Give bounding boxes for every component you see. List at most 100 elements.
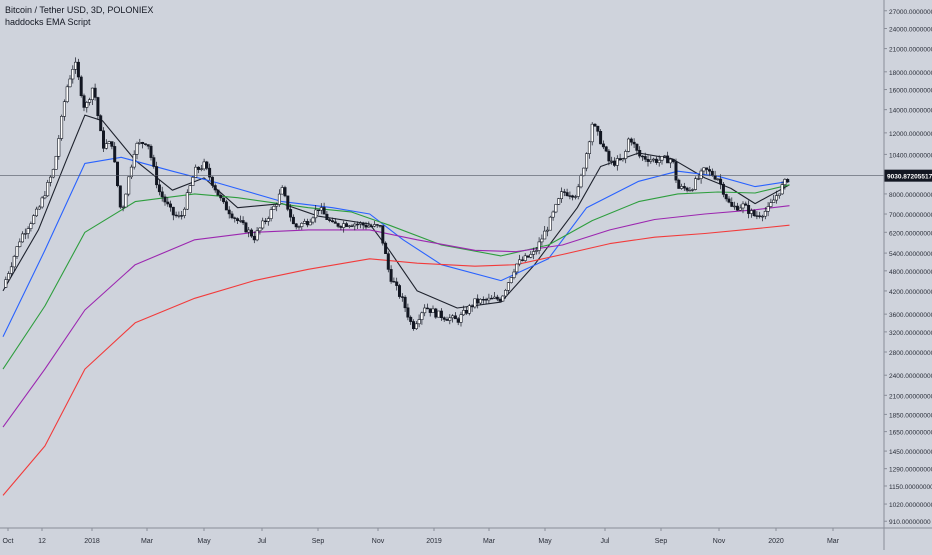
symbol-label[interactable]: Bitcoin / Tether USD, 3D, POLONIEX	[5, 5, 154, 15]
candle-body-204	[573, 196, 577, 198]
candle-108	[305, 218, 309, 228]
candle-body-150	[423, 307, 427, 314]
candle-body-248	[696, 178, 700, 180]
candle-213	[599, 129, 603, 145]
candle-body-56	[160, 191, 164, 198]
candle-27	[79, 75, 83, 98]
candle-67	[191, 175, 195, 186]
candle-235	[660, 156, 664, 165]
candle-211	[593, 123, 597, 127]
candle-160	[451, 314, 455, 323]
candle-body-220	[618, 158, 622, 161]
candle-129	[364, 221, 368, 230]
candle-37	[107, 140, 111, 145]
candle-47	[135, 141, 139, 160]
candle-91	[258, 227, 262, 235]
candle-224	[629, 137, 633, 146]
candle-body-86	[244, 222, 248, 233]
candle-body-124	[350, 225, 354, 227]
candle-246	[691, 188, 695, 192]
candle-168	[473, 298, 477, 309]
candle-body-197	[554, 204, 558, 213]
candle-body-269	[755, 215, 759, 217]
x-tick-label-12: Sep	[655, 538, 668, 545]
candle-46	[132, 150, 136, 170]
candle-141	[397, 283, 401, 299]
candle-122	[344, 221, 348, 227]
candle-3	[12, 254, 16, 271]
candle-26	[76, 58, 80, 80]
candle-78	[222, 197, 226, 204]
candle-153	[431, 305, 435, 313]
candle-62	[177, 211, 181, 219]
x-tick-label-13: Nov	[713, 538, 726, 545]
candle-6	[20, 231, 24, 243]
candle-203	[571, 194, 575, 201]
candle-48	[138, 138, 142, 145]
candle-body-78	[222, 197, 226, 203]
candle-249	[699, 168, 703, 184]
candle-225	[632, 138, 636, 148]
candle-body-195	[548, 216, 552, 231]
candle-body-141	[397, 285, 401, 297]
candle-270	[758, 211, 762, 219]
candle-76	[216, 189, 220, 196]
candle-body-27	[79, 76, 83, 97]
y-tick-label-12: 4800.00000000	[889, 269, 932, 276]
candle-137	[386, 251, 390, 273]
candle-body-154	[434, 308, 438, 318]
candle-124	[350, 224, 354, 227]
candle-21	[62, 99, 66, 121]
candle-121	[342, 220, 346, 233]
candle-body-157	[442, 317, 446, 320]
candle-body-40	[116, 161, 120, 187]
candle-163	[459, 311, 463, 327]
candle-233	[654, 156, 658, 165]
y-tick-label-15: 3200.00000000	[889, 330, 932, 337]
candle-body-227	[638, 150, 642, 157]
candle-body-121	[342, 223, 346, 228]
candle-204	[573, 194, 577, 200]
candle-body-158	[445, 319, 449, 321]
candle-body-50	[143, 143, 147, 145]
candle-230	[646, 155, 650, 167]
candle-96	[272, 204, 276, 210]
candle-body-108	[305, 221, 309, 226]
script-label[interactable]: haddocks EMA Script	[5, 17, 91, 27]
candle-111	[314, 205, 318, 223]
candle-258	[724, 193, 728, 202]
candle-body-224	[629, 138, 633, 143]
candle-227	[638, 146, 642, 159]
candle-126	[356, 221, 360, 229]
candle-body-22	[65, 86, 69, 103]
candle-body-226	[635, 143, 639, 151]
candle-body-63	[180, 215, 184, 217]
candle-body-53	[152, 157, 156, 167]
candle-body-270	[758, 215, 762, 217]
candle-body-13	[40, 197, 44, 208]
candle-body-93	[263, 220, 267, 222]
candle-body-31	[90, 87, 94, 100]
candle-45	[129, 164, 133, 179]
candle-90	[255, 227, 259, 242]
candle-93	[263, 218, 267, 225]
candle-body-174	[490, 297, 494, 300]
y-tick-label-20: 1650.00000000	[889, 430, 932, 437]
candle-143	[403, 295, 407, 312]
candle-body-35	[102, 130, 106, 149]
candle-29	[85, 101, 89, 113]
candle-body-75	[213, 185, 217, 191]
candle-242	[680, 183, 684, 190]
x-tick-label-1: 12	[38, 538, 46, 545]
candle-173	[487, 293, 491, 304]
candle-251	[705, 167, 709, 175]
candle-202	[568, 191, 572, 200]
candle-body-258	[724, 194, 728, 200]
candle-176	[495, 294, 499, 302]
candle-body-39	[113, 146, 117, 163]
candle-8	[26, 226, 30, 239]
candle-159	[448, 314, 452, 325]
candle-body-179	[504, 289, 508, 297]
candle-220	[618, 153, 622, 161]
